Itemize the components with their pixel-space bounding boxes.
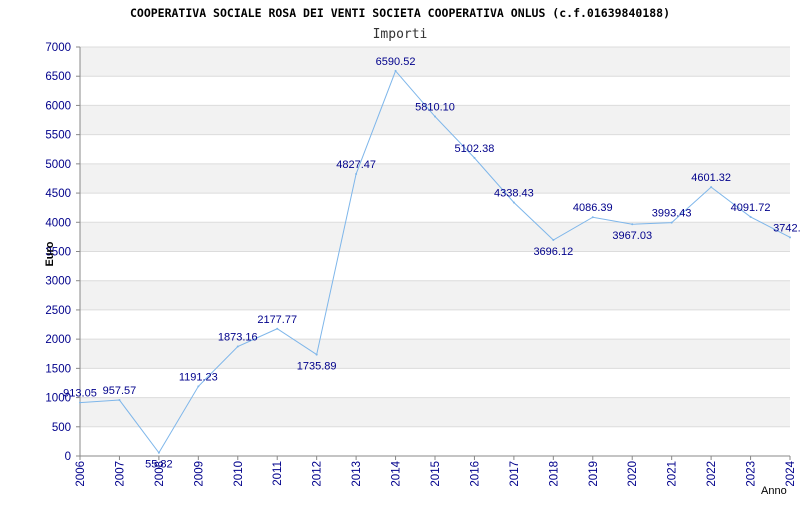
- data-point: [79, 401, 81, 404]
- data-label: 957.57: [103, 385, 137, 397]
- data-point: [591, 216, 594, 219]
- x-tick-label: 2012: [312, 461, 324, 487]
- x-tick-label: 2017: [509, 461, 521, 487]
- data-label: 4086.39: [573, 202, 613, 214]
- data-label: 3993.43: [652, 208, 692, 220]
- data-point: [552, 239, 555, 242]
- data-point: [355, 172, 358, 175]
- x-tick-label: 2018: [548, 461, 560, 487]
- data-label: 2177.77: [257, 314, 297, 326]
- y-tick-label: 5000: [45, 159, 71, 171]
- grid-band: [80, 222, 790, 252]
- data-label: 4338.43: [494, 188, 534, 200]
- y-tick-label: 6500: [45, 71, 71, 83]
- y-tick-label: 500: [52, 422, 71, 434]
- data-label: 3696.12: [533, 246, 573, 258]
- x-tick-label: 2009: [193, 461, 205, 487]
- data-label: 55.82: [145, 459, 173, 471]
- data-point: [434, 115, 436, 118]
- data-point: [118, 399, 121, 402]
- y-axis-label: Euro: [44, 241, 56, 266]
- data-label: 3967.03: [612, 230, 652, 242]
- grid-band: [80, 105, 790, 135]
- y-tick-label: 7000: [45, 42, 71, 54]
- axes: [76, 46, 791, 460]
- y-tick-label: 2000: [45, 334, 71, 346]
- grid-band: [80, 280, 790, 310]
- data-point: [749, 215, 752, 218]
- data-label: 4601.32: [691, 172, 731, 184]
- data-label: 5102.38: [455, 143, 495, 155]
- x-tick-label: 2015: [430, 461, 442, 487]
- x-tick-label: 2013: [351, 461, 363, 487]
- grid-band: [80, 163, 790, 194]
- x-tick-label: 2011: [272, 461, 284, 486]
- y-tick-label: 3000: [45, 276, 71, 288]
- x-tick-label: 2022: [706, 461, 718, 487]
- data-point: [710, 186, 713, 189]
- x-tick-label: 2016: [469, 461, 481, 487]
- y-tick-label: 2500: [45, 305, 71, 317]
- y-tick-label: 6000: [45, 100, 71, 112]
- y-tick-label: 5500: [45, 130, 71, 142]
- y-tick-label: 4000: [45, 217, 71, 229]
- y-tick-label: 1500: [45, 363, 71, 375]
- data-label: 3742.3: [773, 222, 800, 234]
- y-tick-label: 4500: [45, 188, 71, 200]
- data-point: [236, 345, 239, 348]
- x-tick-label: 2007: [114, 461, 126, 487]
- data-point: [670, 221, 673, 224]
- x-axis-label: Anno: [761, 485, 787, 497]
- data-point: [512, 201, 515, 204]
- grid-bands: [80, 47, 790, 427]
- x-tick-label: 2006: [75, 461, 87, 487]
- grid-band: [80, 397, 790, 427]
- data-point: [473, 156, 476, 159]
- data-label: 1873.16: [218, 332, 258, 344]
- x-tick-labels: 2006 2007 2008 2009 2010 2011 2012 2013 2014 2015…: [75, 460, 797, 486]
- x-tick-label: 2024: [785, 460, 797, 486]
- data-point: [276, 327, 279, 330]
- data-labels: 913.05 957.57 55.82 1191.23 1873.16 2177.77 17…: [63, 56, 800, 471]
- data-point: [157, 451, 160, 454]
- data-label: 5810.10: [415, 102, 455, 114]
- data-label: 4827.47: [336, 159, 376, 171]
- y-tick-labels: 0 500 1000 1500 2000 2500 3000 3500 4000 4500 5000…: [45, 42, 71, 463]
- data-label: 1191.23: [179, 371, 218, 383]
- chart-subtitle: Importi: [373, 27, 428, 42]
- x-tick-label: 2008: [154, 461, 166, 487]
- y-tick-label: 3500: [45, 247, 71, 259]
- x-tick-label: 2023: [746, 461, 758, 487]
- data-point: [197, 385, 200, 388]
- x-tick-label: 2019: [588, 461, 600, 487]
- x-tick-label: 2010: [233, 461, 245, 487]
- y-tick-label: 0: [65, 451, 71, 463]
- data-label: 4091.72: [731, 202, 771, 214]
- data-label: 1735.89: [297, 361, 337, 373]
- data-point: [789, 236, 791, 239]
- x-tick-label: 2020: [627, 461, 639, 487]
- chart-title: COOPERATIVA SOCIALE ROSA DEI VENTI SOCIE…: [130, 6, 670, 20]
- data-label: 6590.52: [376, 56, 416, 68]
- grid-band: [80, 339, 790, 369]
- data-point: [394, 69, 397, 72]
- grid-band: [80, 47, 790, 77]
- x-tick-label: 2021: [667, 461, 679, 487]
- data-label: 913.05: [63, 388, 97, 400]
- x-tick-label: 2014: [391, 460, 403, 486]
- series-group: [79, 69, 791, 454]
- y-tick-label: 1000: [45, 393, 71, 405]
- data-point: [315, 353, 318, 356]
- data-point: [631, 223, 634, 226]
